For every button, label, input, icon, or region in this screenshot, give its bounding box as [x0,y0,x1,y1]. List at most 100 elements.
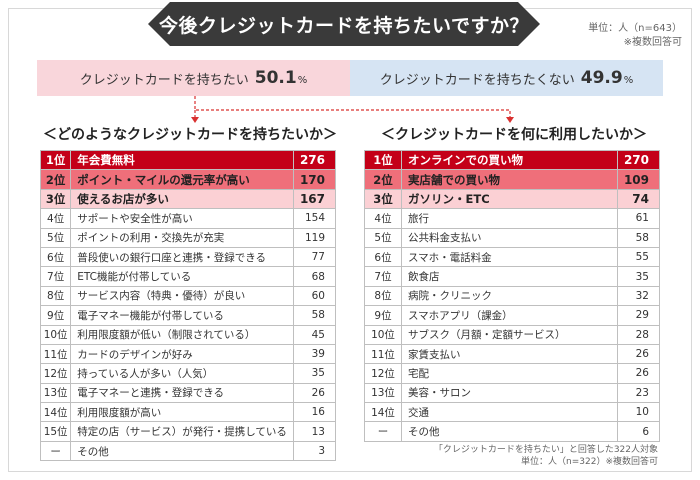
item-label-cell: 利用限度額が高い [70,402,294,423]
unit-note-line: 単位：人（n=643） [588,23,682,34]
value-cell: 119 [292,227,337,248]
item-label-cell: カードのデザインが好み [70,343,294,365]
item-label-cell: その他 [70,440,294,462]
value-cell: 58 [292,305,337,326]
item-label-cell: 病院・クリニック [401,285,618,307]
table-row: 5位 公共料金支払い 58 [364,227,661,248]
rank-cell: 9位 [364,305,402,326]
not-want-card-ratio: クレジットカードを持ちたくない 49.9 % [350,60,663,96]
rank-cell: 4位 [39,208,72,229]
item-label-cell: ポイントの利用・交換先が充実 [70,227,294,248]
rank-cell: 1位 [39,149,72,171]
item-label-cell: スマホ・電話料金 [401,246,618,268]
table-row: 3位 ガソリン・ETC 74 [364,188,661,210]
table-row: 9位 電子マネー機能が付帯している 58 [39,305,337,326]
value-cell: 39 [292,343,337,365]
rank-cell: 7位 [364,266,402,287]
arrowhead-left [191,117,199,123]
rank-cell: 5位 [364,227,402,248]
value-cell: 58 [616,227,661,248]
value-cell: 3 [292,440,337,462]
value-cell: 109 [616,169,661,190]
table-row: 12位 持っている人が多い（人気） 35 [39,363,337,384]
rank-cell: ー [364,421,402,442]
item-label-cell: 特定の店（サービス）が発行・提携している [70,421,294,442]
rank-cell: 8位 [39,285,72,307]
item-label-cell: その他 [401,421,618,442]
connector-path [194,96,511,118]
rank-cell: 13位 [39,382,72,404]
value-cell: 68 [292,266,337,287]
item-label-cell: サポートや安全性が高い [70,208,294,229]
value-cell: 28 [616,324,661,345]
value-cell: 74 [616,188,661,210]
page-title: 今後クレジットカードを持ちたいですか？ [159,14,529,37]
table-row: 11位 家賃支払い 26 [364,343,661,365]
rank-cell: 4位 [364,208,402,229]
value-cell: 13 [292,421,337,442]
value-cell: 276 [292,149,337,171]
item-label-cell: ETC機能が付帯している [70,266,294,287]
table-row: ーその他 3 [39,440,337,462]
want-card-ratio: クレジットカードを持ちたい 50.1 % [37,60,350,96]
item-label-cell: 宅配 [401,363,618,384]
table-row: 1位 オンラインでの買い物 270 [364,149,661,171]
item-label-cell: サブスク（月額・定額サービス） [401,324,618,345]
table-row: 7位 飲食店 35 [364,266,661,287]
value-cell: 16 [292,402,337,423]
table-row: 14位 交通 10 [364,402,661,423]
want-card-label: クレジットカードを持ちたい [79,72,249,88]
item-label-cell: ガソリン・ETC [401,188,618,210]
right-ranking-table: 1位 オンラインでの買い物 270 2位 実店舗での買い物 109 3位 ガソリン・ETC 74… [364,149,661,442]
value-cell: 29 [616,305,661,326]
table-row: 6位 普段使いの銀行口座と連携・登録できる 77 [39,246,337,268]
item-label-cell: 家賃支払い [401,343,618,365]
value-cell: 60 [292,285,337,307]
bottom-note: 「クレジットカードを持ちたい」と回答した322人対象 単位：人（n=322）※複… [434,444,658,468]
rank-cell: 12位 [39,363,72,384]
right-section-title: ＜クレジットカードを何に利用したいか＞ [381,127,647,143]
rank-cell: 8位 [364,285,402,307]
item-label-cell: 実店舗での買い物 [401,169,618,190]
item-label-cell: 使えるお店が多い [70,188,294,210]
item-label-cell: ポイント・マイルの還元率が高い [70,169,294,190]
item-label-cell: 公共料金支払い [401,227,618,248]
rank-cell: 13位 [364,382,402,404]
rank-cell: 14位 [364,402,402,423]
table-row: ーその他 6 [364,421,661,442]
table-row: 7位 ETC機能が付帯している 68 [39,266,337,287]
table-row: 15位 特定の店（サービス）が発行・提携している 13 [39,421,337,442]
rank-cell: 3位 [39,188,72,210]
value-cell: 23 [616,382,661,404]
item-label-cell: 交通 [401,402,618,423]
rank-cell: 14位 [39,402,72,423]
item-label-cell: 持っている人が多い（人気） [70,363,294,384]
rank-cell: 9位 [39,305,72,326]
value-cell: 55 [616,246,661,268]
item-label-cell: 電子マネーと連携・登録できる [70,382,294,404]
value-cell: 154 [292,208,337,229]
table-row: 13位 美容・サロン 23 [364,382,661,404]
item-label-cell: 電子マネー機能が付帯している [70,305,294,326]
value-cell: 270 [616,149,661,171]
rank-cell: ー [39,440,72,462]
table-row: 2位 実店舗での買い物 109 [364,169,661,190]
table-row: 2位 ポイント・マイルの還元率が高い 170 [39,169,337,190]
value-cell: 6 [616,421,661,442]
table-row: 9位 スマホアプリ（課金） 29 [364,305,661,326]
value-cell: 77 [292,246,337,268]
rank-cell: 15位 [39,421,72,442]
value-cell: 61 [616,208,661,229]
table-row: 13位 電子マネーと連携・登録できる 26 [39,382,337,404]
rank-cell: 2位 [364,169,402,190]
target-note: 「クレジットカードを持ちたい」と回答した322人対象 [433,445,658,455]
want-card-value: 50.1 [254,68,297,88]
rank-cell: 6位 [364,246,402,268]
rank-cell: 6位 [39,246,72,268]
table-row: 4位 サポートや安全性が高い 154 [39,208,337,229]
table-row: 12位 宅配 26 [364,363,661,384]
table-row: 3位 使えるお店が多い 167 [39,188,337,210]
table-row: 14位 利用限度額が高い 16 [39,402,337,423]
rank-cell: 11位 [39,343,72,365]
table-row: 4位 旅行 61 [364,208,661,229]
